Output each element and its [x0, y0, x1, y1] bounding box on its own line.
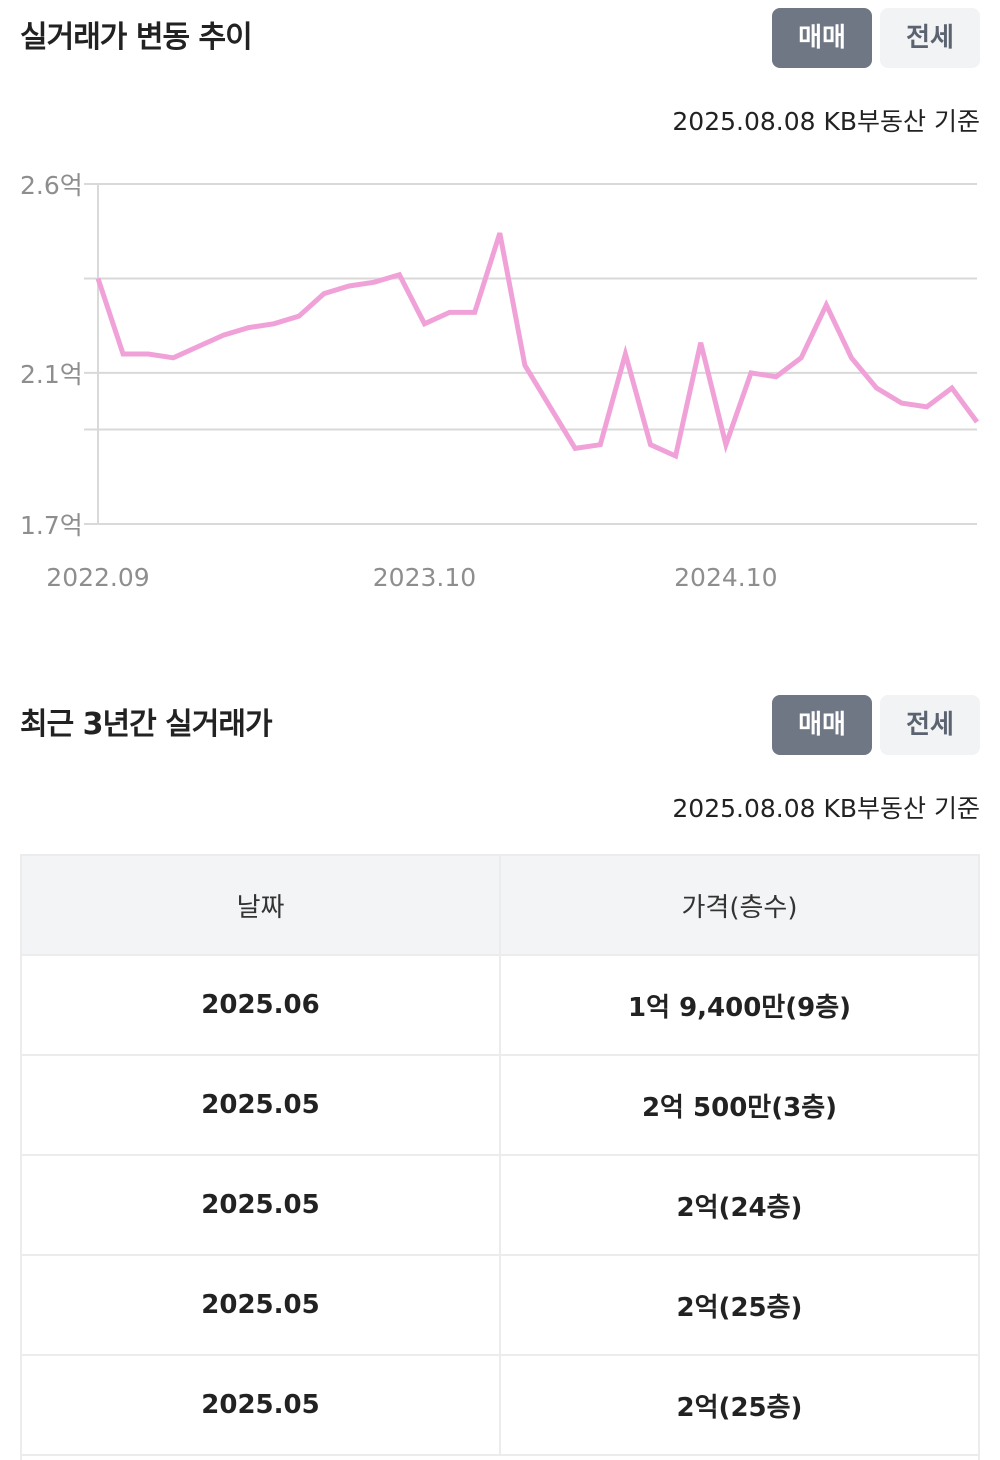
table-row: 2025.05 2억(25층) [22, 1355, 978, 1456]
column-header-date: 날짜 [22, 856, 501, 956]
table-row: 2025.06 1억 9,400만(9층) [22, 955, 978, 1056]
y-tick-label: 2.1억 [20, 360, 83, 389]
row-date: 2025.06 [22, 955, 501, 1056]
table-row: 2025.05 2억 500만(3층) [22, 1055, 978, 1156]
x-tick-label: 2022.09 [46, 563, 149, 592]
y-tick-label: 1.7억 [20, 511, 83, 540]
row-date: 2025.05 [22, 1255, 501, 1356]
row-price: 2억 500만(3층) [500, 1055, 978, 1156]
price-series-line [95, 232, 980, 460]
trend-tab-jeonse[interactable]: 전세 [880, 8, 980, 68]
transaction-table: 날짜 가격(층수) 2025.06 1억 9,400만(9층) 2025.05 … [20, 854, 980, 1460]
x-tick-label: 2023.10 [373, 563, 476, 592]
recent-tab-jeonse[interactable]: 전세 [880, 695, 980, 755]
trend-title: 실거래가 변동 추이 [20, 20, 253, 55]
recent-basis-date: 2025.08.08 KB부동산 기준 [672, 794, 980, 823]
recent-tab-sale[interactable]: 매매 [772, 695, 872, 755]
row-price: 2억(24층) [500, 1155, 978, 1256]
row-date: 2025.05 [22, 1355, 501, 1456]
trend-tab-sale[interactable]: 매매 [772, 8, 872, 68]
x-tick-label: 2024.10 [674, 563, 777, 592]
row-price: 2억(25층) [500, 1355, 978, 1456]
table-row: 2025.05 2억(25층) [22, 1255, 978, 1356]
column-header-price: 가격(층수) [500, 856, 978, 956]
recent-title: 최근 3년간 실거래가 [20, 707, 273, 742]
row-price: 1억 9,400만(9층) [500, 955, 978, 1056]
row-date: 2025.05 [22, 1155, 501, 1256]
trend-basis-date: 2025.08.08 KB부동산 기준 [672, 107, 980, 136]
trend-header: 실거래가 변동 추이 매매 전세 [20, 8, 980, 68]
table-row: 2025.05 2억(24층) [22, 1155, 978, 1256]
recent-header: 최근 3년간 실거래가 매매 전세 [20, 695, 980, 755]
y-tick-label: 2.6억 [20, 171, 83, 200]
row-price: 2억(25층) [500, 1255, 978, 1356]
table-header-row: 날짜 가격(층수) [22, 856, 978, 956]
price-trend-chart: 1.7억 2.1억 2.6억 2022.09 2023.10 2024.10 [20, 171, 980, 592]
row-date: 2025.05 [22, 1055, 501, 1156]
